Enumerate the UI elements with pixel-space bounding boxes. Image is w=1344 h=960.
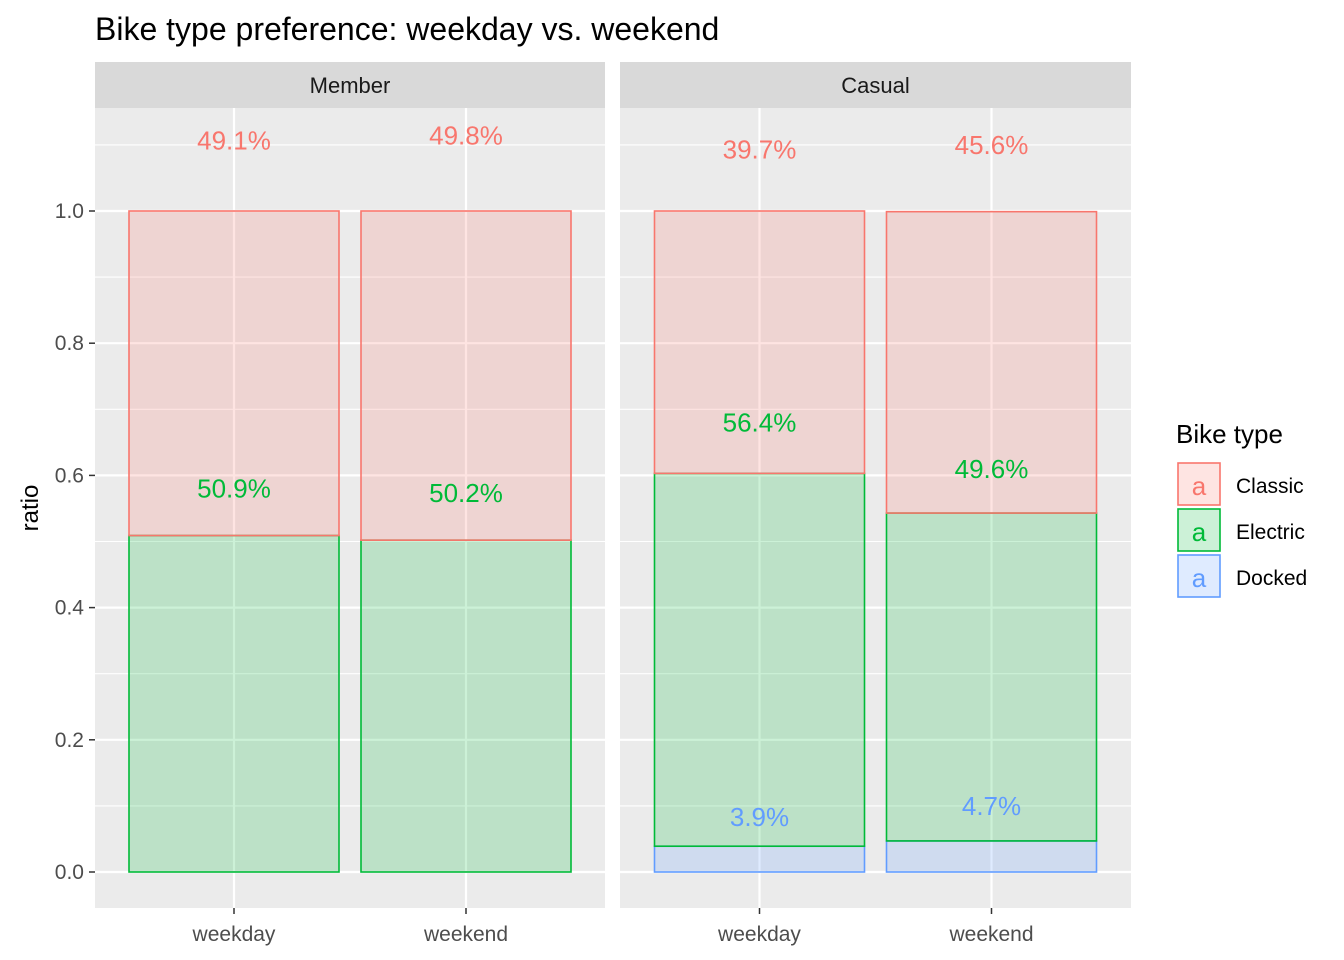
legend-label: Classic xyxy=(1236,475,1304,498)
facet-panel-casual: Casual 39.7% 45.6% 56.4% 49.6% 3.9% 4.7% weekda… xyxy=(620,62,1131,946)
y-tick-label: 0.8 xyxy=(55,332,84,355)
bar-electric-weekday xyxy=(653,472,866,848)
legend-key-bg xyxy=(1178,555,1220,597)
data-label-electric-weekday: 56.4% xyxy=(723,408,797,438)
bar-docked-weekend xyxy=(885,840,1098,873)
x-tick-label: weekday xyxy=(192,923,276,946)
y-tick-label: 0.2 xyxy=(55,729,84,752)
data-label-classic-weekday: 39.7% xyxy=(723,135,797,165)
x-tick-label: weekend xyxy=(948,923,1033,946)
data-label-electric-weekend: 49.6% xyxy=(955,454,1029,484)
data-label-classic-weekday: 49.1% xyxy=(197,125,271,155)
legend-key-bg xyxy=(1178,463,1220,505)
y-tick-label: 0.4 xyxy=(55,597,85,620)
legend-item-electric: a Electric xyxy=(1177,508,1305,552)
data-label-electric-weekend: 50.2% xyxy=(429,478,503,508)
y-tick-label: 0.0 xyxy=(55,861,84,884)
x-tick-label: weekend xyxy=(423,923,508,946)
y-tick-label: 1.0 xyxy=(55,200,84,223)
bar-classic-weekday xyxy=(653,210,866,475)
bars xyxy=(653,210,1098,873)
legend-key-glyph: a xyxy=(1192,563,1207,593)
legend-key-glyph: a xyxy=(1192,517,1207,547)
legend-item-classic: a Classic xyxy=(1177,462,1304,506)
bar-classic-weekend xyxy=(885,210,1098,514)
facet-strip xyxy=(95,62,605,108)
bar-electric-weekend xyxy=(885,512,1098,842)
legend-key-swatch xyxy=(1177,508,1221,552)
bar-docked-weekday xyxy=(653,845,866,873)
facet-panel-member: Member 49.1% 49.8% 50.9% 50.2% weekday weekend… xyxy=(55,62,605,946)
data-label-docked-weekday: 3.9% xyxy=(730,802,789,832)
facet-strip xyxy=(620,62,1131,108)
legend-title: Bike type xyxy=(1176,419,1283,449)
legend: Bike type a Classic a Electric a Docked xyxy=(1176,419,1307,598)
data-label-docked-weekend: 4.7% xyxy=(962,791,1021,821)
bars xyxy=(128,210,572,873)
legend-item-docked: a Docked xyxy=(1177,554,1307,598)
y-axis-title: ratio xyxy=(17,485,44,532)
facet-strip-label: Casual xyxy=(841,73,909,98)
bar-electric-weekday xyxy=(128,534,340,873)
legend-key-swatch xyxy=(1177,462,1221,506)
panel-background xyxy=(95,108,605,908)
facet-strip-label: Member xyxy=(310,73,391,98)
bar-electric-weekend xyxy=(360,539,572,873)
legend-key-bg xyxy=(1178,509,1220,551)
bar-classic-weekday xyxy=(128,210,340,537)
data-label-electric-weekday: 50.9% xyxy=(197,474,271,504)
legend-label: Docked xyxy=(1236,567,1307,590)
legend-key-swatch xyxy=(1177,554,1221,598)
bar-classic-weekend xyxy=(360,210,572,541)
data-label-classic-weekend: 45.6% xyxy=(955,130,1029,160)
panel-background xyxy=(620,108,1131,908)
data-label-classic-weekend: 49.8% xyxy=(429,121,503,151)
legend-label: Electric xyxy=(1236,521,1305,544)
y-tick-label: 0.6 xyxy=(55,464,84,487)
legend-key-glyph: a xyxy=(1192,471,1207,501)
x-tick-label: weekday xyxy=(717,923,801,946)
facet-panels: Member 49.1% 49.8% 50.9% 50.2% weekday weekend… xyxy=(55,62,1131,946)
chart-title: Bike type preference: weekday vs. weeken… xyxy=(95,11,719,47)
